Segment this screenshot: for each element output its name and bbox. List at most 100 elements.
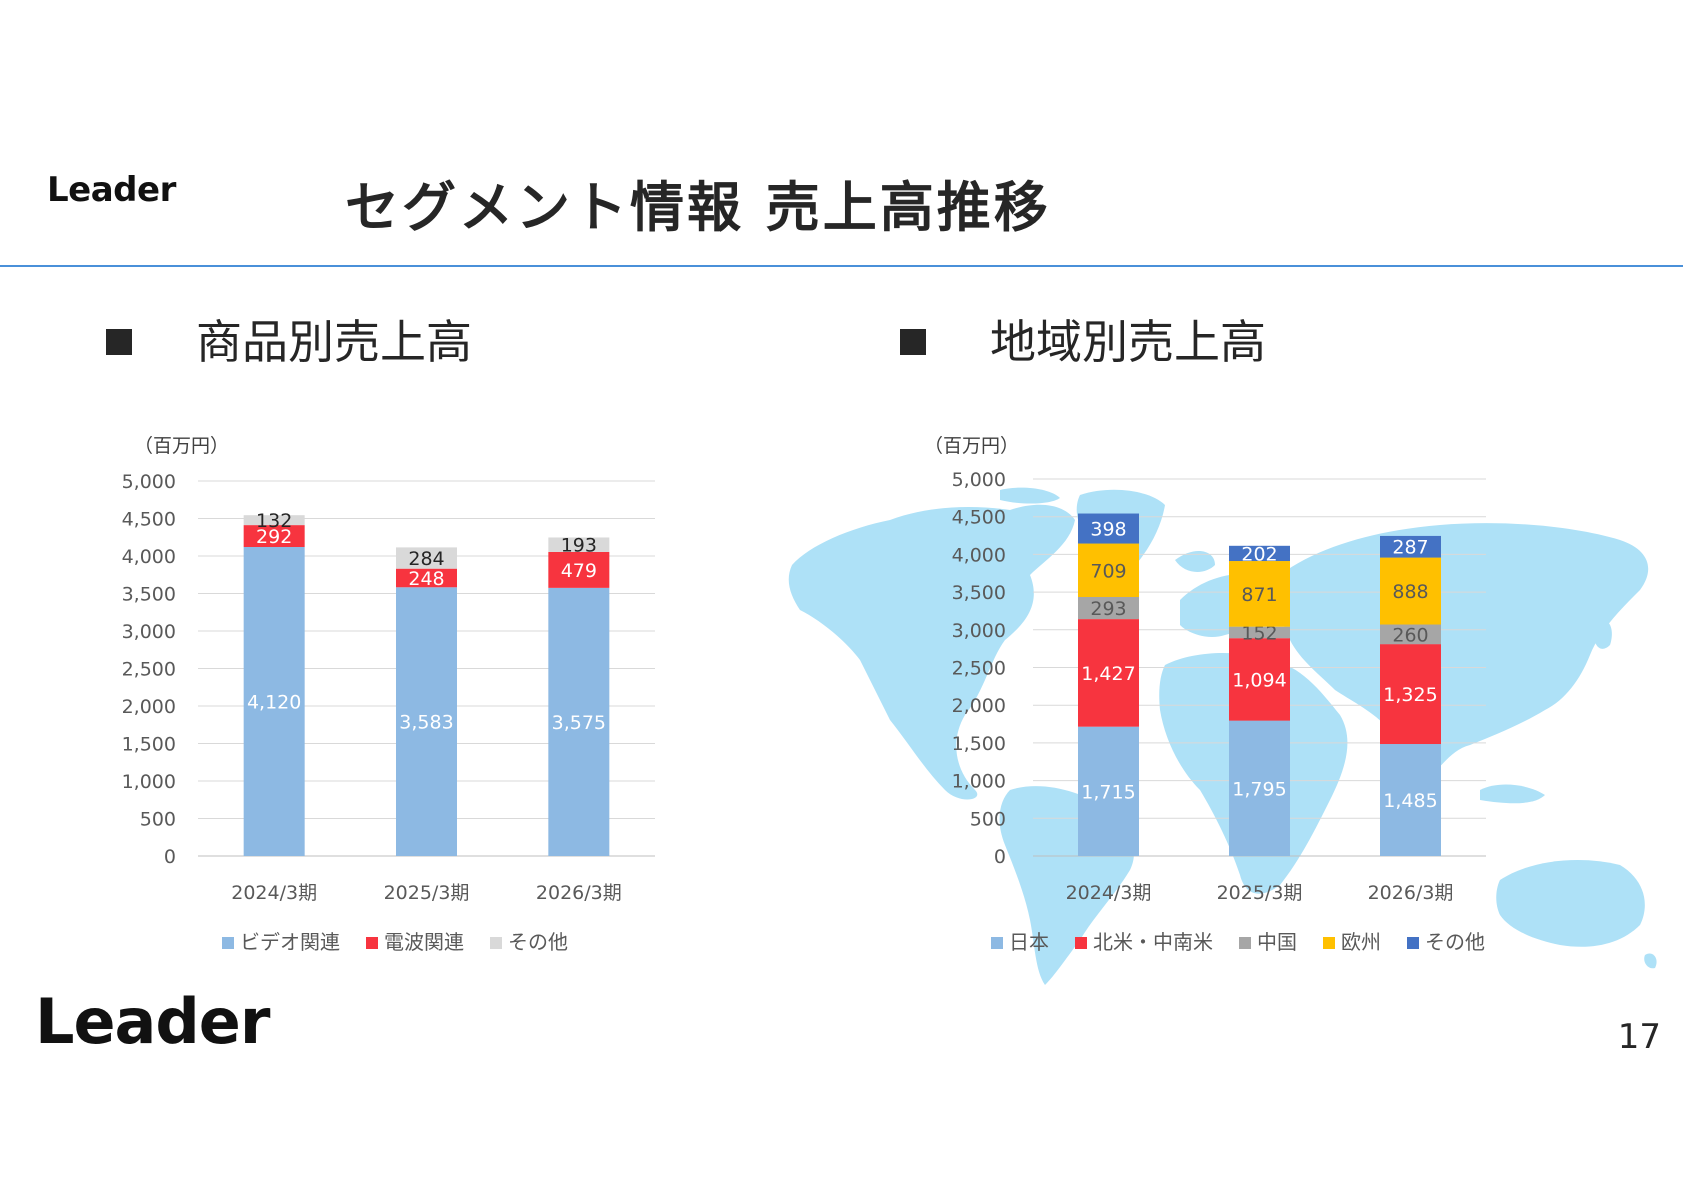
- x-category-label: 2024/3期: [1066, 882, 1152, 904]
- section-heading-region: 地域別売上高: [900, 306, 1266, 372]
- y-tick-label: 4,500: [952, 507, 1006, 529]
- legend-label: 中国: [1257, 930, 1297, 954]
- y-axis-unit-label: （百万円）: [134, 435, 229, 457]
- legend-label: ビデオ関連: [240, 930, 340, 954]
- bar-segment: [1078, 619, 1139, 727]
- y-axis-unit-label: （百万円）: [924, 435, 1019, 457]
- legend-label: 欧州: [1341, 930, 1381, 954]
- y-tick-label: 1,500: [122, 734, 176, 756]
- x-category-label: 2024/3期: [231, 882, 317, 904]
- legend-swatch: [222, 937, 234, 949]
- y-tick-label: 0: [994, 846, 1006, 868]
- y-tick-label: 5,000: [122, 471, 176, 493]
- legend-swatch: [366, 937, 378, 949]
- bar-segment: [1380, 644, 1441, 745]
- data-label: 871: [1241, 584, 1277, 606]
- section-heading-product-label: 商品別売上高: [196, 315, 472, 369]
- y-tick-label: 3,500: [122, 584, 176, 606]
- data-label: 1,094: [1232, 669, 1286, 691]
- page-title: セグメント情報 売上高推移: [345, 176, 1051, 239]
- data-label: 888: [1392, 581, 1428, 603]
- data-label: 1,715: [1081, 781, 1135, 803]
- y-tick-label: 2,500: [122, 659, 176, 681]
- bar-segment: [1380, 557, 1441, 625]
- data-label: 4,120: [247, 692, 301, 714]
- bar-segment: [396, 587, 457, 856]
- legend-label: 電波関連: [384, 930, 464, 954]
- bar-segment: [1078, 726, 1139, 856]
- data-label: 398: [1090, 519, 1126, 541]
- y-tick-label: 4,500: [122, 509, 176, 531]
- data-label: 1,485: [1383, 790, 1437, 812]
- y-tick-label: 500: [140, 809, 176, 831]
- y-tick-label: 1,500: [952, 733, 1006, 755]
- footer-logo: Leader: [35, 985, 270, 1058]
- y-tick-label: 4,000: [952, 544, 1006, 566]
- y-tick-label: 4,000: [122, 546, 176, 568]
- legend-swatch: [1239, 937, 1251, 949]
- data-label: 193: [561, 535, 597, 557]
- data-label: 3,583: [399, 712, 453, 734]
- bar-segment: [396, 547, 457, 569]
- data-label: 292: [256, 526, 292, 548]
- y-tick-label: 1,000: [952, 771, 1006, 793]
- data-label: 1,325: [1383, 684, 1437, 706]
- y-tick-label: 3,500: [952, 582, 1006, 604]
- data-label: 1,427: [1081, 663, 1135, 685]
- data-label: 1,795: [1232, 778, 1286, 800]
- legend-label: その他: [1425, 930, 1485, 954]
- y-tick-label: 2,000: [952, 695, 1006, 717]
- data-label: 287: [1392, 537, 1428, 559]
- legend-swatch: [1075, 937, 1087, 949]
- data-label: 260: [1392, 624, 1428, 646]
- bar-segment: [243, 515, 305, 526]
- data-label: 3,575: [552, 712, 606, 734]
- data-label: 132: [256, 510, 292, 532]
- y-tick-label: 3,000: [122, 621, 176, 643]
- bar-segment: [396, 568, 457, 588]
- x-category-label: 2025/3期: [384, 882, 470, 904]
- bar-segment: [1229, 638, 1290, 721]
- bar-segment: [243, 525, 305, 547]
- x-category-label: 2026/3期: [1368, 882, 1454, 904]
- region-sales-chart: （百万円） 0 500 1,000 1,500 2,000 2,500 3,000 3,500 4…: [924, 435, 1486, 954]
- section-heading-region-label: 地域別売上高: [990, 315, 1266, 369]
- company-logo: Leader: [47, 170, 176, 210]
- bar-segment: [1229, 561, 1290, 627]
- y-tick-label: 500: [970, 808, 1006, 830]
- data-label: 479: [561, 560, 597, 582]
- title-divider: [0, 265, 1683, 267]
- bar-segment: [1229, 626, 1290, 639]
- bar-segment: [1380, 624, 1441, 645]
- legend-swatch: [991, 937, 1003, 949]
- data-label: 284: [408, 548, 444, 570]
- legend-label: 北米・中南米: [1093, 930, 1213, 954]
- data-label: 202: [1241, 543, 1277, 565]
- legend-swatch: [490, 937, 502, 949]
- bar-segment: [548, 587, 610, 856]
- square-bullet-icon: [106, 328, 132, 355]
- section-heading-product: 商品別売上高: [106, 306, 472, 372]
- bar-segment: [548, 537, 610, 552]
- legend-label: その他: [508, 930, 568, 954]
- data-label: 293: [1090, 598, 1126, 620]
- legend-label: 日本: [1009, 930, 1049, 954]
- bar-segment: [1078, 543, 1139, 598]
- x-category-label: 2026/3期: [536, 882, 622, 904]
- y-tick-label: 0: [164, 846, 176, 868]
- square-bullet-icon: [900, 328, 926, 355]
- legend-swatch: [1407, 937, 1419, 949]
- bar-segment: [1380, 535, 1441, 558]
- y-tick-label: 2,500: [952, 658, 1006, 680]
- bar-segment: [1078, 597, 1139, 620]
- bar-segment: [548, 551, 610, 588]
- y-tick-label: 1,000: [122, 771, 176, 793]
- data-label: 709: [1090, 560, 1126, 582]
- product-sales-chart: （百万円） 0 500 1,000 1,500 2,000 2,500 3,000 3,500 4…: [122, 435, 655, 954]
- bar-segment: [1229, 545, 1290, 562]
- world-map-background: [788, 487, 1657, 985]
- bar-segment: [1229, 720, 1290, 856]
- y-tick-label: 3,000: [952, 620, 1006, 642]
- data-label: 248: [408, 568, 444, 590]
